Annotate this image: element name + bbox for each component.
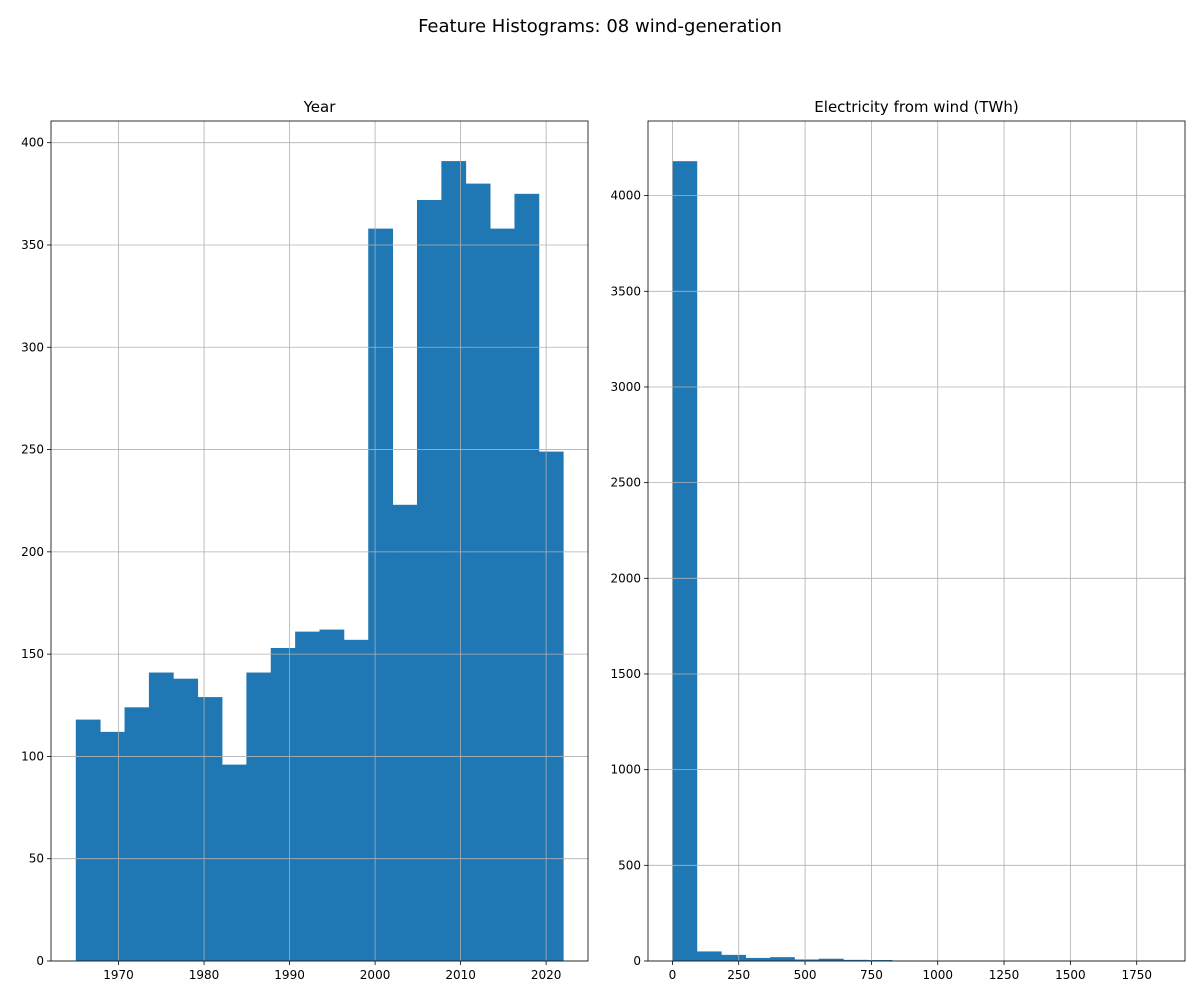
histogram-bar	[392, 504, 418, 961]
y-tick-label: 3500	[610, 284, 641, 298]
histogram-bar	[696, 951, 722, 961]
x-tick-label: 2010	[445, 968, 476, 982]
histogram-bar	[745, 957, 771, 961]
figure-title: Feature Histograms: 08 wind-generation	[418, 16, 782, 37]
histogram-bar	[343, 639, 369, 961]
histogram-bar	[721, 954, 747, 961]
histogram-bar	[416, 199, 442, 962]
axes-title: Electricity from wind (TWh)	[814, 98, 1018, 116]
histogram-bar	[770, 957, 795, 961]
y-tick-label: 500	[618, 858, 641, 872]
histogram-bar	[672, 161, 698, 961]
histogram-bar	[465, 183, 491, 961]
x-tick-label: 500	[794, 968, 817, 982]
histogram-bar	[222, 764, 247, 961]
axes-title: Year	[303, 98, 337, 116]
histogram-bar	[173, 678, 199, 961]
histogram-bar	[794, 959, 820, 961]
histogram-bar	[538, 451, 564, 961]
axes-frame	[647, 120, 1186, 962]
histogram-bar	[124, 707, 150, 961]
y-tick-label: 1000	[610, 763, 641, 777]
x-tick-label: 750	[860, 968, 883, 982]
x-tick-label: 2020	[531, 968, 562, 982]
y-tick-label: 3000	[610, 380, 641, 394]
histogram-bar	[100, 731, 125, 961]
x-tick-label: 1970	[103, 968, 134, 982]
y-tick-label: 1500	[610, 667, 641, 681]
y-tick-label: 350	[21, 238, 44, 252]
x-tick-label: 1250	[989, 968, 1020, 982]
histogram-bar	[270, 647, 296, 961]
x-tick-label: 250	[727, 968, 750, 982]
y-tick-label: 150	[21, 647, 44, 661]
y-tick-label: 4000	[610, 189, 641, 203]
histogram-bar	[197, 697, 223, 961]
axes-2: 0 250 500 750 1000 1250 1500 1750 0 500 1000 1500 20…	[610, 98, 1186, 982]
x-tick-label: 1750	[1121, 968, 1152, 982]
histogram-bar	[295, 631, 320, 961]
y-tick-label: 2000	[610, 571, 641, 585]
y-tick-label: 50	[29, 852, 44, 866]
x-tick-label: 1000	[922, 968, 953, 982]
x-tick-label: 0	[669, 968, 677, 982]
y-tick-label: 200	[21, 545, 44, 559]
histogram-bar	[867, 960, 893, 961]
histogram-bar	[818, 958, 844, 961]
histogram-bar	[368, 228, 394, 961]
histogram-bar	[843, 959, 869, 961]
y-tick-label: 400	[21, 136, 44, 150]
axes-1: 1970 1980 1990 2000 2010 2020 0 50 100 150 200 250 3…	[21, 98, 589, 982]
histogram-bar	[148, 672, 174, 961]
histogram-bar	[441, 161, 467, 961]
x-tick-label: 1500	[1055, 968, 1086, 982]
histogram-bar	[319, 629, 345, 961]
histogram-bar	[246, 672, 272, 961]
axes-frame	[50, 120, 589, 962]
y-tick-label: 100	[21, 749, 44, 763]
x-tick-label: 1980	[189, 968, 220, 982]
y-tick-label: 0	[36, 954, 44, 968]
histogram-bar	[75, 719, 101, 961]
y-tick-label: 250	[21, 443, 44, 457]
y-tick-label: 300	[21, 340, 44, 354]
y-tick-label: 0	[633, 954, 641, 968]
x-tick-label: 2000	[360, 968, 391, 982]
histogram-bar	[514, 193, 540, 961]
x-tick-label: 1990	[274, 968, 305, 982]
y-tick-label: 2500	[610, 476, 641, 490]
histogram-bar	[490, 228, 515, 961]
